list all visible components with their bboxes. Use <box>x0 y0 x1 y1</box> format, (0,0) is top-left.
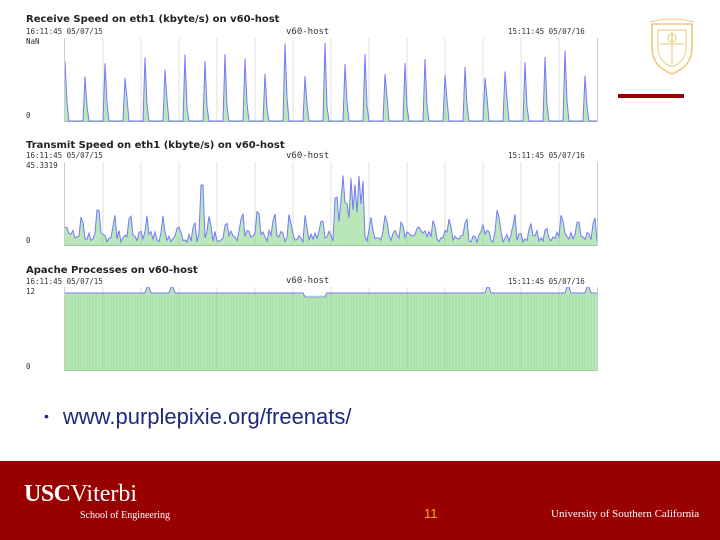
graph-host: v60-host <box>286 151 330 161</box>
usc-wordmark: USC <box>24 481 71 507</box>
apache-processes-area <box>65 287 597 371</box>
freenats-link[interactable]: www.purplepixie.org/freenats/ <box>62 404 352 429</box>
graph-min-value: 0 <box>26 111 31 120</box>
school-name: School of Engineering <box>80 510 170 521</box>
bullet-icon: • <box>44 408 49 424</box>
graph-start-time: 16:11:45 05/07/15 <box>26 27 103 36</box>
graph-max-value: 12 <box>26 287 36 296</box>
decorative-red-rule <box>618 94 684 98</box>
graph-end-time: 15:11:45 05/07/16 <box>508 277 585 286</box>
apache-processes-plot <box>65 287 597 371</box>
graph-plot <box>64 287 598 371</box>
receive-speed-plot <box>65 38 597 122</box>
bullet-item: • www.purplepixie.org/freenats/ <box>44 404 352 430</box>
graph-host: v60-host <box>286 27 330 37</box>
apache-processes-graph: Apache Processes on v60-host 16:11:45 05… <box>24 265 598 371</box>
footer-bar <box>0 461 720 540</box>
receive-speed-graph: Receive Speed on eth1 (kbyte/s) on v60-h… <box>24 14 598 122</box>
graph-max-value: 45.3319 <box>26 161 58 170</box>
graph-min-value: 0 <box>26 362 31 371</box>
graph-start-time: 16:11:45 05/07/15 <box>26 277 103 286</box>
graph-start-time: 16:11:45 05/07/15 <box>26 151 103 160</box>
page-number: 11 <box>424 506 438 521</box>
graph-title: Apache Processes on v60-host <box>26 265 198 276</box>
usc-viterbi-logo: USCViterbi <box>24 481 137 508</box>
transmit-speed-line <box>65 175 597 244</box>
graph-title: Receive Speed on eth1 (kbyte/s) on v60-h… <box>26 14 280 25</box>
usc-seal-logo <box>646 18 698 78</box>
receive-speed-line <box>65 42 597 122</box>
university-name: University of Southern California <box>551 508 700 520</box>
graph-title: Transmit Speed on eth1 (kbyte/s) on v60-… <box>26 140 285 151</box>
graph-min-value: 0 <box>26 236 31 245</box>
graph-end-time: 15:11:45 05/07/16 <box>508 151 585 160</box>
transmit-speed-plot <box>65 162 597 246</box>
graph-host: v60-host <box>286 276 330 286</box>
graph-plot <box>64 38 598 122</box>
viterbi-wordmark: Viterbi <box>70 481 138 507</box>
apache-processes-line <box>65 287 597 298</box>
graph-plot <box>64 162 598 246</box>
graph-end-time: 15:11:45 05/07/16 <box>508 27 585 36</box>
transmit-speed-graph: Transmit Speed on eth1 (kbyte/s) on v60-… <box>24 140 598 246</box>
graph-max-value: NaN <box>26 37 40 46</box>
